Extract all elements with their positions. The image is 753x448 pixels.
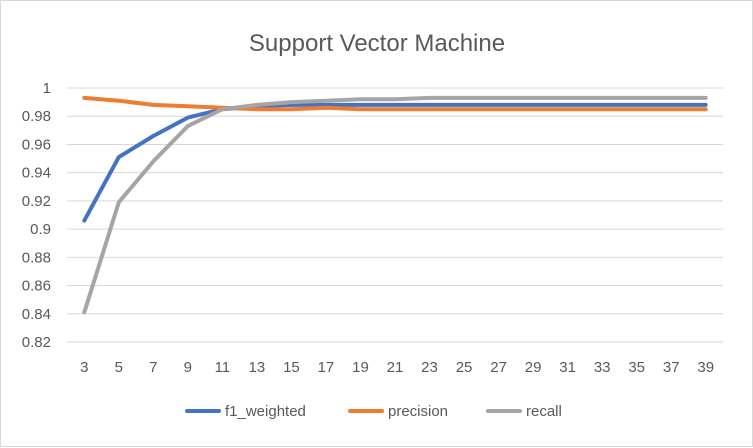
- y-tick-label: 0.84: [22, 306, 51, 323]
- legend-label: f1_weighted: [225, 403, 306, 420]
- y-tick-label: 0.96: [22, 136, 51, 153]
- y-tick-label: 0.88: [22, 249, 51, 266]
- x-tick-label: 27: [490, 359, 507, 376]
- x-tick-label: 31: [559, 359, 576, 376]
- legend-label: precision: [388, 403, 448, 420]
- y-tick-label: 0.92: [22, 193, 51, 210]
- y-tick-label: 0.82: [22, 334, 51, 351]
- x-axis-ticks: 3 5 7 9 11 13 15 17 19 21 23 25 27 29 31 33 35 37 39: [80, 359, 714, 376]
- y-tick-label: 0.86: [22, 278, 51, 295]
- x-tick-label: 15: [283, 359, 300, 376]
- x-tick-label: 33: [594, 359, 611, 376]
- x-tick-label: 29: [525, 359, 542, 376]
- chart-title: Support Vector Machine: [249, 30, 505, 57]
- x-tick-label: 13: [249, 359, 266, 376]
- x-tick-label: 23: [421, 359, 438, 376]
- y-tick-label: 0.9: [30, 221, 51, 238]
- x-tick-label: 9: [184, 359, 192, 376]
- x-tick-label: 19: [352, 359, 369, 376]
- y-tick-label: 1: [43, 80, 51, 97]
- x-tick-label: 25: [456, 359, 473, 376]
- x-tick-label: 37: [663, 359, 680, 376]
- legend-label: recall: [526, 403, 562, 420]
- x-tick-label: 3: [80, 359, 88, 376]
- x-tick-label: 17: [318, 359, 335, 376]
- gridlines: [67, 87, 723, 343]
- x-tick-label: 7: [149, 359, 157, 376]
- x-tick-label: 21: [387, 359, 404, 376]
- series-line-f1-weighted: [82, 102, 708, 223]
- series-line-recall: [82, 95, 708, 315]
- x-tick-label: 11: [215, 359, 231, 376]
- x-tick-label: 39: [697, 359, 714, 376]
- y-tick-label: 0.94: [22, 165, 51, 182]
- x-tick-label: 5: [115, 359, 123, 376]
- x-tick-label: 35: [628, 359, 645, 376]
- y-tick-label: 0.98: [22, 108, 51, 125]
- legend: f1_weighted precision recall: [185, 403, 562, 420]
- series-line-precision: [82, 95, 708, 112]
- y-axis-ticks: 0.82 0.84 0.86 0.88 0.9 0.92 0.94 0.96 0.98 1: [22, 80, 51, 351]
- series-lines: [82, 95, 708, 315]
